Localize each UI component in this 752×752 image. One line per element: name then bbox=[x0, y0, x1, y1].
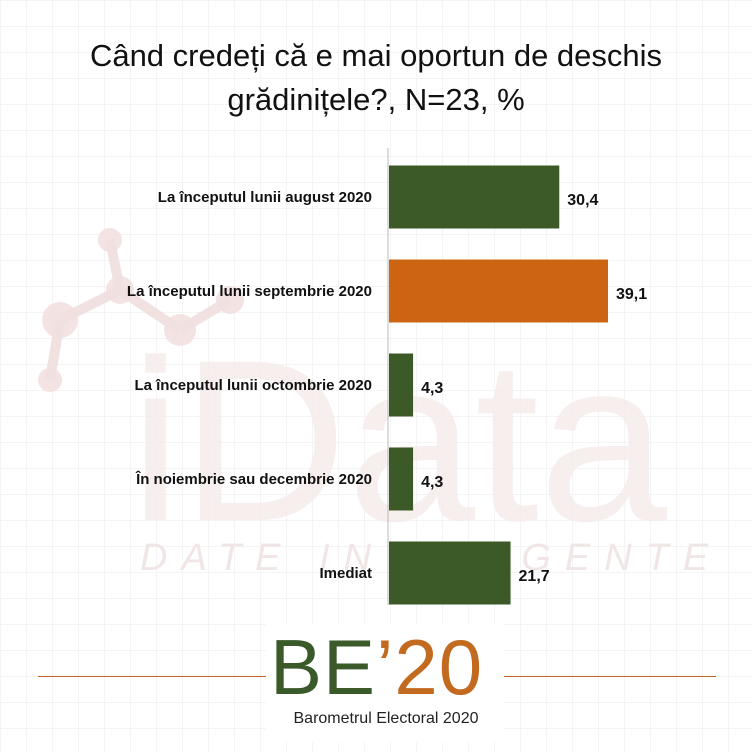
category-label: Imediat bbox=[319, 565, 372, 582]
logo-be: BE bbox=[270, 623, 377, 711]
bar bbox=[389, 353, 414, 417]
data-label: 4,3 bbox=[421, 380, 443, 397]
data-label: 30,4 bbox=[567, 192, 598, 209]
category-label: La începutul lunii august 2020 bbox=[158, 189, 372, 206]
category-label: La începutul lunii septembrie 2020 bbox=[127, 283, 372, 300]
chart-title-line-1: Când credeți că e mai oportun de deschis bbox=[89, 38, 663, 73]
data-label: 4,3 bbox=[421, 474, 443, 491]
category-label: La începutul lunii octombrie 2020 bbox=[134, 377, 372, 394]
data-label: 21,7 bbox=[519, 568, 550, 585]
chart-title-line-2: grădinițele?, N=23, % bbox=[227, 82, 525, 117]
category-label: În noiembrie sau decembrie 2020 bbox=[135, 470, 372, 488]
bar bbox=[389, 259, 608, 323]
bar bbox=[389, 447, 414, 511]
logo-background bbox=[266, 624, 504, 742]
logo-divider-left bbox=[38, 676, 266, 677]
bar-chart: La începutul lunii august 2020 30,4 La înc… bbox=[127, 148, 647, 605]
logo-subtitle: Barometrul Electoral 2020 bbox=[293, 710, 479, 727]
bar bbox=[389, 165, 560, 229]
logo-divider-right bbox=[504, 676, 716, 677]
chart-title: Când credeți că e mai oportun de deschis… bbox=[0, 34, 752, 122]
data-label: 39,1 bbox=[616, 286, 647, 303]
bar bbox=[389, 541, 511, 605]
logo-year: ’20 bbox=[376, 623, 484, 711]
be20-logo: BE’20 bbox=[270, 622, 483, 712]
